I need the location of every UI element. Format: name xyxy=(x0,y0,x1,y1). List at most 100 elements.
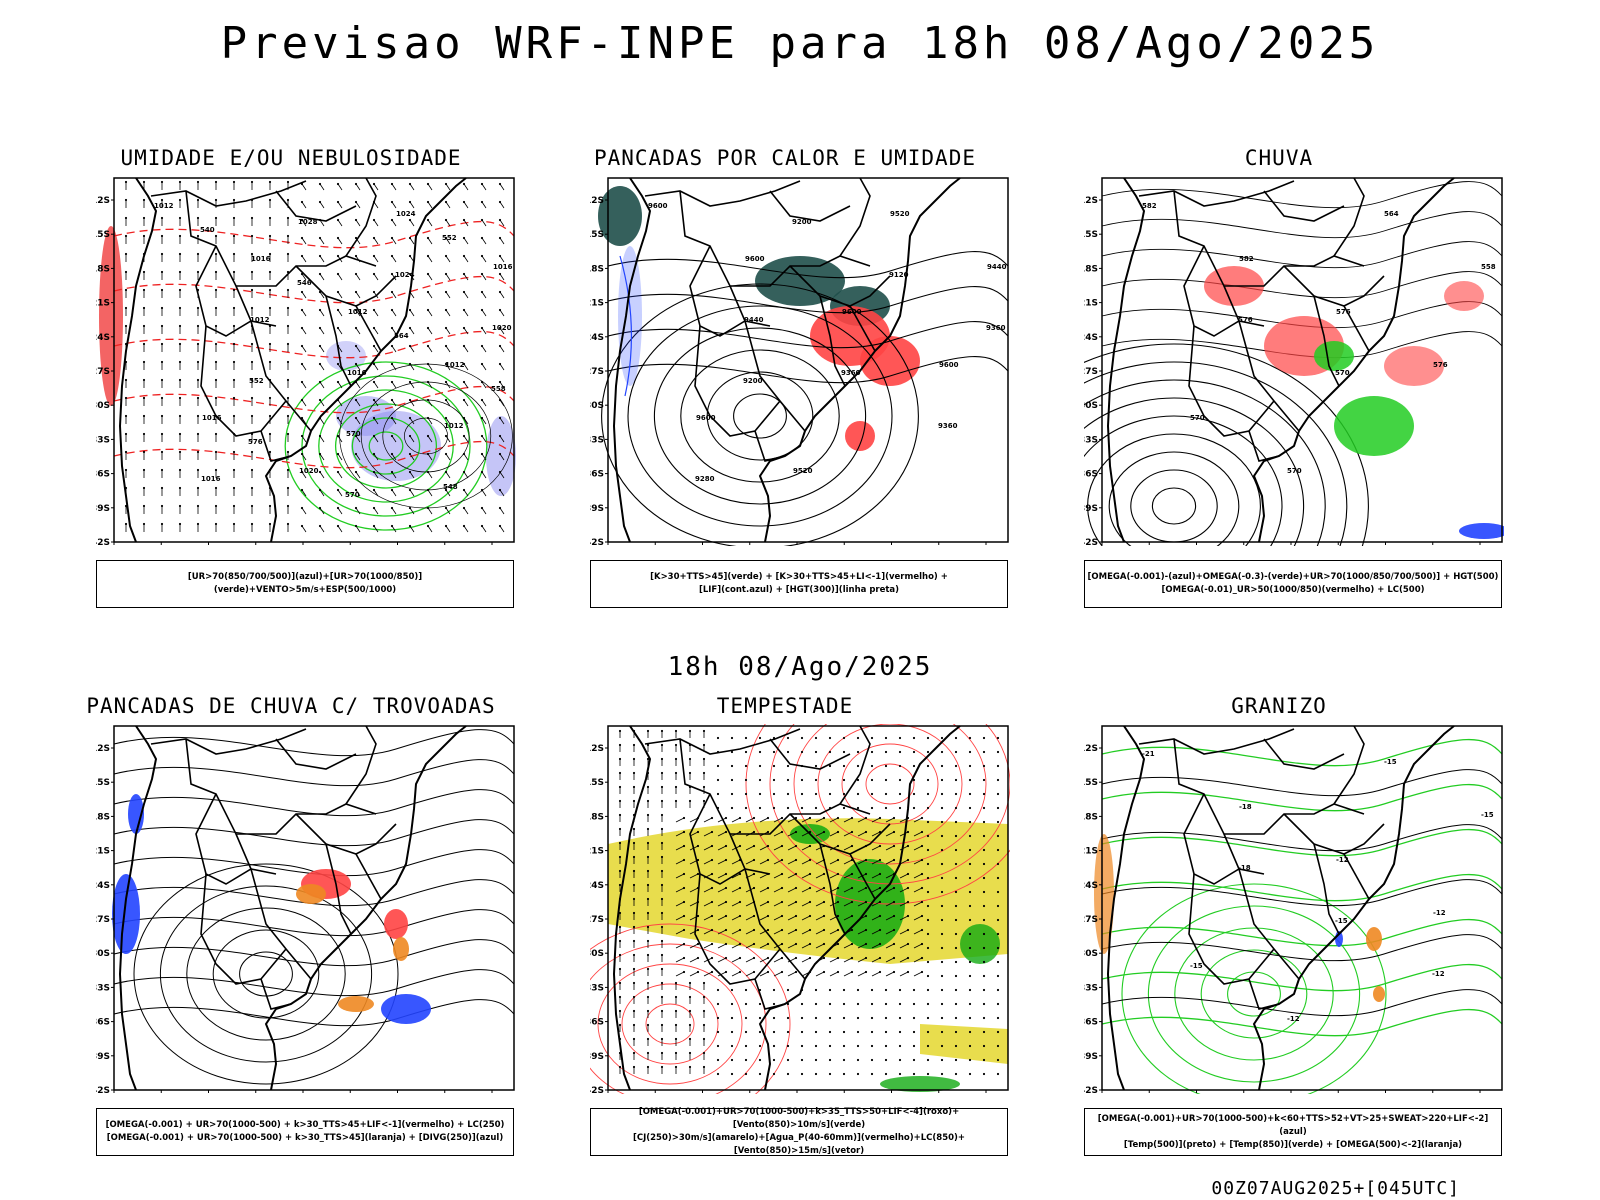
contour-label: 540 xyxy=(200,226,215,234)
wind-arrow xyxy=(301,435,307,443)
lat-label: 18S xyxy=(1084,264,1098,274)
wind-vector-head xyxy=(940,1058,944,1062)
wind-vector-head xyxy=(982,862,986,866)
wind-vector-head xyxy=(632,883,636,887)
wind-vector-head xyxy=(940,1044,944,1048)
wind-vector xyxy=(703,845,713,851)
wind-arrow xyxy=(427,309,433,317)
wind-arrow-head xyxy=(426,290,430,294)
wind-vector-head xyxy=(688,1023,692,1027)
wind-vector-head xyxy=(744,778,748,782)
wind-vector xyxy=(871,901,881,907)
country-border xyxy=(754,430,786,462)
contour-label: 1028 xyxy=(298,218,318,226)
wind-arrow-head xyxy=(250,306,254,310)
wind-vector-head xyxy=(772,806,776,810)
contour-label: 576 xyxy=(248,438,263,446)
wind-arrow xyxy=(301,237,307,245)
wind-arrow xyxy=(409,471,415,479)
wind-arrow-head xyxy=(300,218,304,222)
wind-vector xyxy=(759,901,769,907)
wind-vector xyxy=(675,873,685,879)
wind-arrow-head xyxy=(160,252,164,256)
lat-label: 12S xyxy=(590,196,604,206)
wind-arrow-head xyxy=(354,254,358,258)
wind-vector-head xyxy=(786,1016,790,1020)
wind-arrow-head xyxy=(318,488,322,492)
wind-vector-head xyxy=(912,764,916,768)
wind-vector-head xyxy=(982,1030,986,1034)
lat-label: 39S xyxy=(1084,504,1098,514)
lat-label: 18S xyxy=(1084,812,1098,822)
wind-arrow xyxy=(301,525,307,533)
wind-arrow-head xyxy=(268,504,272,508)
wind-arrow-head xyxy=(336,452,340,456)
wind-vector-head xyxy=(954,1002,958,1006)
contour-label: 1020 xyxy=(299,467,319,475)
wind-vector-head xyxy=(696,942,700,946)
wind-arrow-head xyxy=(372,470,376,474)
contour-label: 564 xyxy=(1384,210,1399,218)
wind-arrow xyxy=(319,309,325,317)
wind-arrow-head xyxy=(286,468,290,472)
wind-arrow xyxy=(355,435,361,443)
wind-vector xyxy=(773,915,783,921)
wind-arrow xyxy=(373,525,379,533)
humidity-low-contour xyxy=(368,431,404,461)
wind-vector-head xyxy=(632,995,636,999)
wind-arrow-head xyxy=(498,218,502,222)
wind-arrow xyxy=(463,507,469,515)
wind-arrow-head xyxy=(480,182,484,186)
contour-label: -18 xyxy=(1238,864,1251,872)
wind-arrow-head xyxy=(214,396,218,400)
wind-vector-head xyxy=(702,1009,706,1013)
contour-label: -15 xyxy=(1190,962,1203,970)
wind-vector-head xyxy=(940,946,944,950)
wind-vector-head xyxy=(772,1072,776,1076)
wind-vector-head xyxy=(920,956,924,960)
wind-arrow-head xyxy=(250,180,254,184)
wind-arrow-head xyxy=(318,182,322,186)
wind-arrow-head xyxy=(300,290,304,294)
wind-vector-head xyxy=(808,858,812,862)
wind-arrow xyxy=(391,471,397,479)
wind-vector-head xyxy=(752,970,756,974)
wind-vector-head xyxy=(660,1037,664,1041)
contour-label: 1012 xyxy=(154,202,174,210)
wind-vector xyxy=(913,943,923,949)
wind-vector-head xyxy=(912,736,916,740)
wind-vector-head xyxy=(716,1016,720,1020)
temp850-contour xyxy=(1101,1008,1503,1037)
wind-arrow xyxy=(499,291,505,299)
wind-vector-head xyxy=(870,778,874,782)
wind-vector-head xyxy=(632,855,636,859)
wind-vector-head xyxy=(716,764,720,768)
wind-arrow xyxy=(481,381,487,389)
wind-vector-head xyxy=(940,1002,944,1006)
wind-vector-head xyxy=(814,792,818,796)
wind-arrow xyxy=(373,201,379,209)
wind-vector xyxy=(801,943,811,949)
wind-arrow xyxy=(391,417,397,425)
wind-vector-head xyxy=(828,764,832,768)
temp850-contour xyxy=(1121,883,1387,1094)
lat-label: 42S xyxy=(590,538,604,546)
wind-vector-head xyxy=(842,1058,846,1062)
wind-vector xyxy=(871,929,881,935)
wind-arrow-head xyxy=(318,380,322,384)
wind-vector-head xyxy=(822,928,826,932)
instability-fill xyxy=(755,256,845,306)
contour-label: 9120 xyxy=(889,271,909,279)
wind-vector-head xyxy=(982,932,986,936)
wind-arrow-head xyxy=(336,326,340,330)
wind-arrow xyxy=(445,291,451,299)
wind-arrow-head xyxy=(178,270,182,274)
wind-arrow-head xyxy=(372,434,376,438)
wind-vector-head xyxy=(780,844,784,848)
wind-vector xyxy=(913,887,923,893)
wind-vector-head xyxy=(800,1044,804,1048)
temp850-contour xyxy=(1101,918,1503,947)
wind-arrow xyxy=(337,219,343,227)
wind-arrow-head xyxy=(160,306,164,310)
hgt500-contour xyxy=(1130,469,1218,543)
